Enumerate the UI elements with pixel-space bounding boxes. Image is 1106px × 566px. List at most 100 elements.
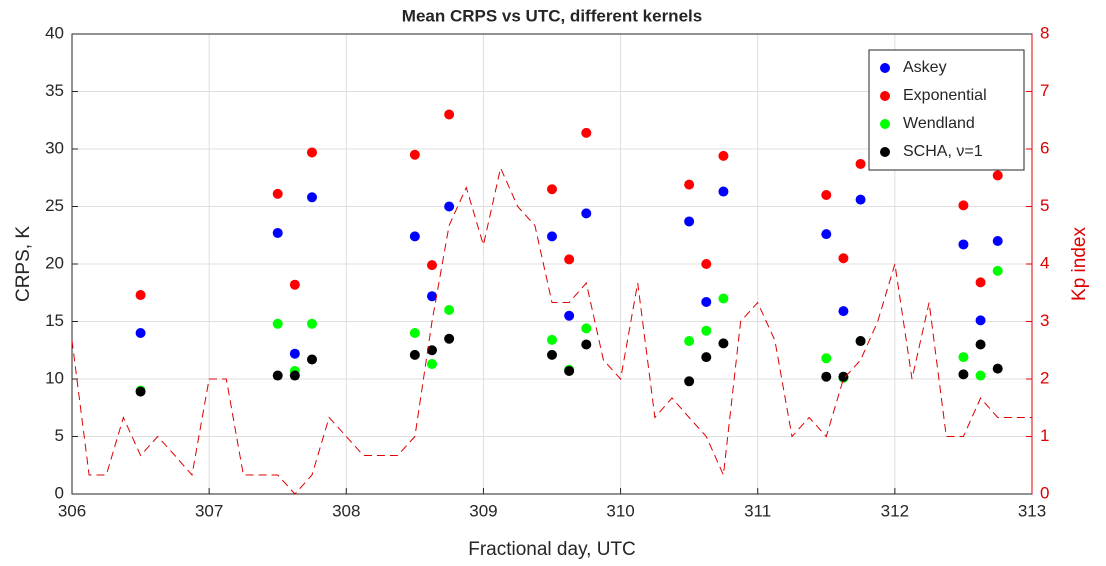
scatter-point [992,265,1003,276]
scatter-point [581,323,592,334]
scatter-point [838,306,849,317]
scatter-point [838,253,849,264]
scatter-point [564,310,575,321]
scatter-point [427,291,437,302]
scatter-point [272,188,283,199]
scatter-point [564,254,575,265]
scatter-point [409,328,420,338]
scatter-point [701,352,712,363]
legend-marker [880,63,890,73]
scatter-point [272,370,283,381]
scatter-point [684,179,695,190]
legend-label: Askey [903,59,947,76]
scatter-point [958,239,969,250]
scatter-point [564,365,575,376]
y-tick-label: 0 [55,483,64,502]
scatter-point [409,349,420,360]
scatter-point [855,336,866,347]
scatter-point [307,147,317,158]
y-tick-label: 40 [45,23,64,42]
y2-tick-label: 4 [1040,253,1049,272]
scatter-point [992,363,1003,374]
scatter-point [958,200,969,211]
scatter-point [718,186,729,197]
scatter-point [975,370,986,381]
scatter-point [272,227,283,238]
x-tick-label: 307 [195,501,223,520]
scatter-point [307,318,317,329]
scatter-point [855,194,866,205]
scatter-point [975,277,986,288]
y-tick-label: 5 [55,426,64,445]
scatter-point [992,170,1003,181]
x-tick-label: 313 [1018,501,1046,520]
legend-label: Exponential [903,87,987,104]
scatter-point [821,229,832,240]
legend-label: Wendland [903,115,975,132]
chart-title: Mean CRPS vs UTC, different kernels [402,6,702,25]
scatter-point [718,293,729,304]
scatter-point [821,371,832,382]
scatter-point [547,334,557,345]
scatter-point [427,359,437,370]
x-tick-label: 306 [58,501,86,520]
y-tick-label: 15 [45,311,64,330]
y2-tick-label: 0 [1040,483,1049,502]
kp-line [71,166,1032,495]
y-axis-label: CRPS, K [13,226,34,302]
scatter-point [307,192,317,203]
scatter-point [547,184,557,195]
scatter-point [821,353,832,364]
scatter-point [444,201,455,212]
scatter-point [409,149,420,160]
legend-label: SCHA, ν=1 [903,143,983,160]
scatter-point [718,150,729,161]
scatter-point [547,349,557,360]
scatter-point [701,325,712,336]
y2-tick-label: 2 [1040,368,1049,387]
scatter-point [289,348,300,359]
scatter-point [409,231,420,242]
scatter-point [718,338,729,349]
legend-marker [880,147,890,157]
scatter-point [975,315,986,326]
scatter-point [701,296,712,307]
scatter-point [992,236,1003,246]
scatter-point [272,318,283,329]
y2-tick-label: 6 [1040,138,1049,157]
y2-tick-label: 7 [1040,81,1049,100]
x-tick-label: 308 [332,501,360,520]
scatter-point [135,386,146,397]
legend-marker [880,119,890,129]
scatter-point [958,352,969,363]
scatter-point [444,333,455,344]
y2-tick-label: 8 [1040,23,1049,42]
x-tick-label: 309 [469,501,497,520]
scatter-point [581,127,592,138]
scatter-point [444,305,455,315]
y2-axis-label: Kp index [1069,227,1090,301]
y-tick-label: 20 [45,253,64,272]
y-tick-label: 25 [45,196,64,215]
scatter-point [975,339,986,350]
scatter-point [444,109,455,120]
y-tick-label: 10 [45,368,64,387]
y-tick-label: 35 [45,81,64,100]
y-tick-label: 30 [45,138,64,157]
x-axis-label: Fractional day, UTC [468,539,636,560]
x-tick-label: 311 [744,501,771,520]
x-tick-label: 312 [881,501,909,520]
scatter-point [547,231,557,242]
scatter-point [821,190,832,200]
y2-tick-label: 3 [1040,311,1049,330]
y2-tick-label: 5 [1040,196,1049,215]
scatter-point [684,376,695,387]
scatter-point [307,354,317,365]
scatter-point [958,369,969,380]
scatter-point [427,260,437,271]
y2-tick-label: 1 [1040,426,1049,445]
scatter-point [289,279,300,290]
scatter-point [135,328,146,338]
legend-box [868,49,1025,171]
